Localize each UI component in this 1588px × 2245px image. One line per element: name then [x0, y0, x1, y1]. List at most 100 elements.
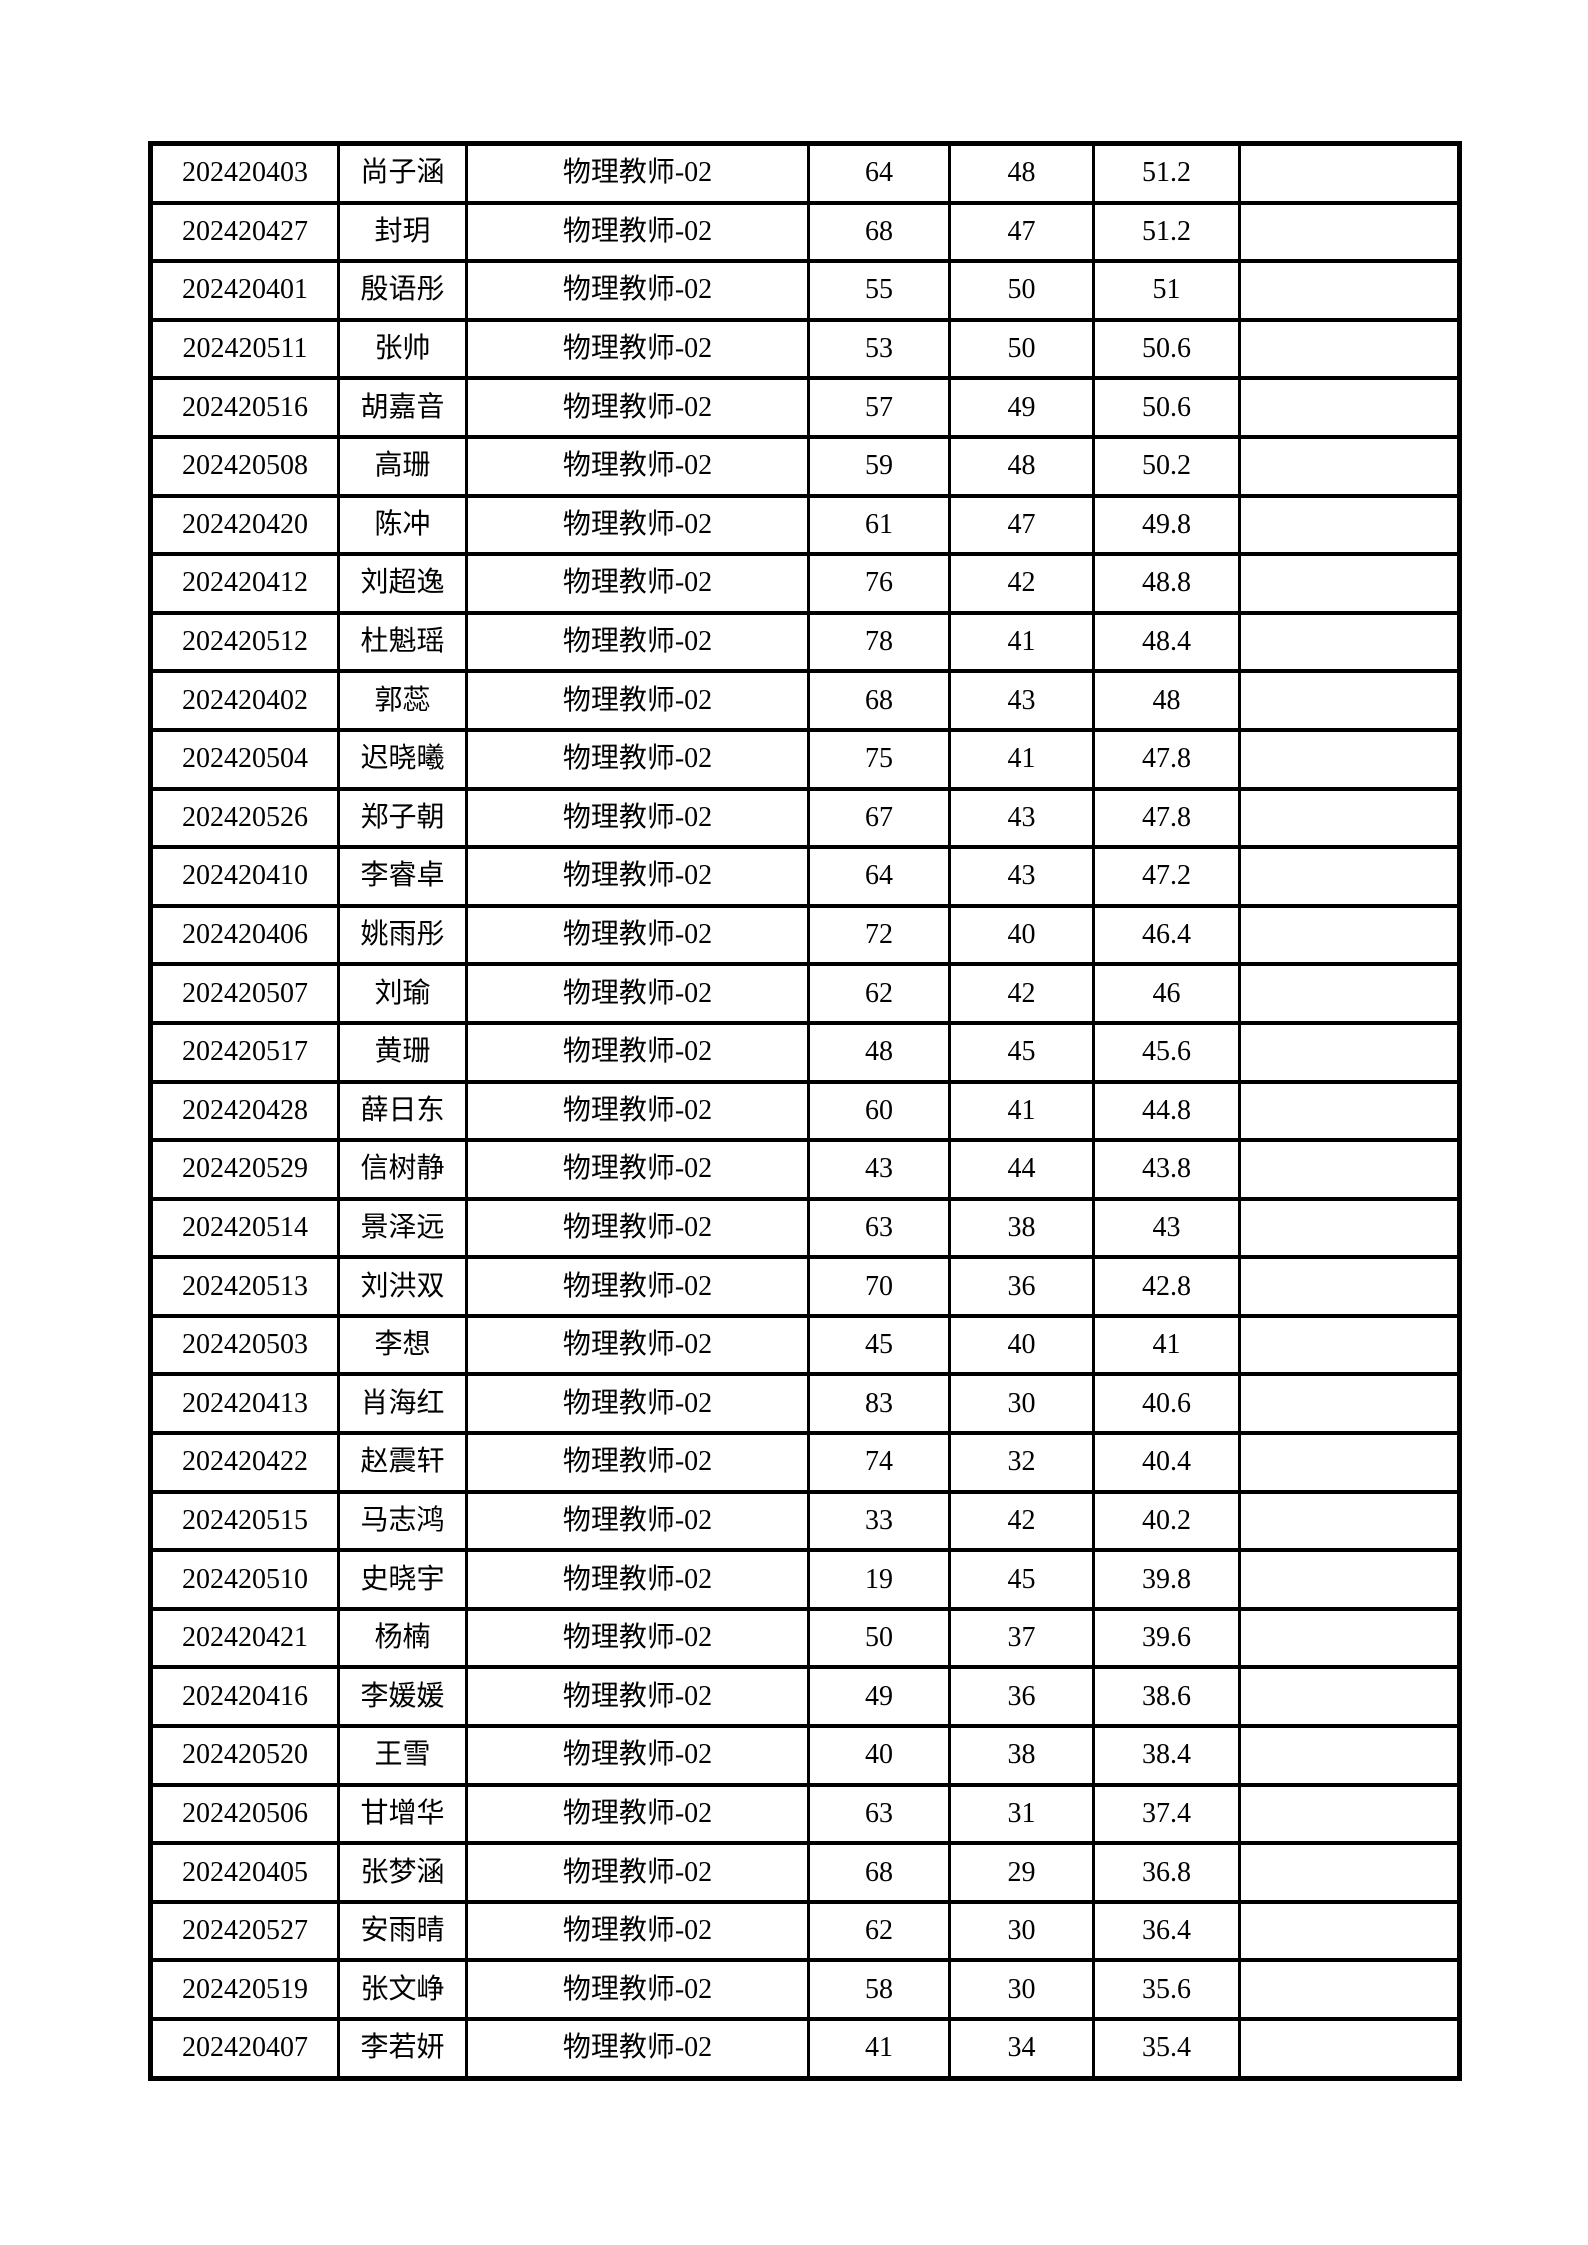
cell-blank	[1238, 610, 1461, 674]
table-row: 202420405 张梦涵 物理教师-02 68 29 36.8	[149, 1841, 1461, 1904]
cell-score1: 75	[807, 727, 951, 791]
cell-score1: 63	[807, 1782, 951, 1846]
cell-score2: 45	[948, 1548, 1095, 1611]
cell-final-score: 43.8	[1092, 1138, 1241, 1201]
cell-score2: 43	[948, 669, 1095, 732]
cell-exam-number: 202420427	[149, 200, 340, 264]
cell-score1: 70	[807, 1255, 951, 1318]
cell-position: 物理教师-02	[465, 962, 810, 1025]
cell-score1: 78	[807, 610, 951, 674]
cell-final-score: 51.2	[1092, 200, 1241, 264]
cell-final-score: 42.8	[1092, 1255, 1241, 1318]
cell-blank	[1238, 1606, 1461, 1670]
cell-score1: 59	[807, 434, 951, 498]
cell-score2: 30	[948, 1899, 1095, 1963]
cell-score1: 49	[807, 1665, 951, 1729]
cell-position: 物理教师-02	[465, 1372, 810, 1436]
cell-final-score: 48.8	[1092, 552, 1241, 615]
cell-score2: 47	[948, 200, 1095, 264]
table-row: 202420511 张帅 物理教师-02 53 50 50.6	[149, 317, 1461, 381]
table-row: 202420519 张文峥 物理教师-02 58 30 35.6	[149, 1958, 1461, 2021]
cell-name: 尚子涵	[337, 141, 468, 205]
cell-blank	[1238, 259, 1461, 322]
table-row: 202420407 李若妍 物理教师-02 41 34 35.4	[149, 2016, 1461, 2081]
cell-position: 物理教师-02	[465, 200, 810, 264]
cell-blank	[1238, 552, 1461, 615]
cell-score2: 48	[948, 141, 1095, 205]
cell-exam-number: 202420403	[149, 141, 340, 205]
cell-exam-number: 202420515	[149, 1489, 340, 1553]
cell-final-score: 47.2	[1092, 845, 1241, 908]
cell-score1: 76	[807, 552, 951, 615]
cell-blank	[1238, 669, 1461, 732]
cell-blank	[1238, 727, 1461, 791]
cell-score2: 30	[948, 1958, 1095, 2021]
cell-score1: 57	[807, 376, 951, 439]
cell-name: 李若妍	[337, 2016, 468, 2081]
cell-exam-number: 202420512	[149, 610, 340, 674]
cell-score1: 48	[807, 1020, 951, 1084]
cell-score1: 62	[807, 1899, 951, 1963]
cell-final-score: 50.6	[1092, 376, 1241, 439]
cell-position: 物理教师-02	[465, 259, 810, 322]
cell-name: 马志鸿	[337, 1489, 468, 1553]
cell-score2: 48	[948, 434, 1095, 498]
cell-name: 郑子朝	[337, 786, 468, 850]
cell-position: 物理教师-02	[465, 141, 810, 205]
cell-final-score: 39.6	[1092, 1606, 1241, 1670]
cell-score2: 36	[948, 1255, 1095, 1318]
cell-position: 物理教师-02	[465, 1841, 810, 1904]
cell-name: 杨楠	[337, 1606, 468, 1670]
table-row: 202420510 史晓宇 物理教师-02 19 45 39.8	[149, 1548, 1461, 1611]
cell-score2: 44	[948, 1138, 1095, 1201]
cell-score2: 43	[948, 786, 1095, 850]
cell-blank	[1238, 1255, 1461, 1318]
cell-blank	[1238, 317, 1461, 381]
cell-score1: 50	[807, 1606, 951, 1670]
cell-name: 刘瑜	[337, 962, 468, 1025]
cell-position: 物理教师-02	[465, 1079, 810, 1143]
cell-blank	[1238, 434, 1461, 498]
cell-blank	[1238, 1372, 1461, 1436]
cell-final-score: 46	[1092, 962, 1241, 1025]
table-row: 202420520 王雪 物理教师-02 40 38 38.4	[149, 1724, 1461, 1787]
cell-blank	[1238, 1138, 1461, 1201]
cell-position: 物理教师-02	[465, 376, 810, 439]
cell-score1: 63	[807, 1196, 951, 1260]
cell-name: 黄珊	[337, 1020, 468, 1084]
cell-position: 物理教师-02	[465, 1665, 810, 1729]
cell-final-score: 38.6	[1092, 1665, 1241, 1729]
cell-blank	[1238, 1313, 1461, 1377]
cell-position: 物理教师-02	[465, 727, 810, 791]
cell-blank	[1238, 141, 1461, 205]
cell-blank	[1238, 1431, 1461, 1494]
cell-position: 物理教师-02	[465, 903, 810, 967]
cell-exam-number: 202420513	[149, 1255, 340, 1318]
cell-position: 物理教师-02	[465, 1489, 810, 1553]
cell-name: 封玥	[337, 200, 468, 264]
cell-exam-number: 202420516	[149, 376, 340, 439]
table-row: 202420515 马志鸿 物理教师-02 33 42 40.2	[149, 1489, 1461, 1553]
cell-blank	[1238, 903, 1461, 967]
table-row: 202420402 郭蕊 物理教师-02 68 43 48	[149, 669, 1461, 732]
cell-name: 信树静	[337, 1138, 468, 1201]
cell-exam-number: 202420402	[149, 669, 340, 732]
cell-score1: 83	[807, 1372, 951, 1436]
cell-score1: 74	[807, 1431, 951, 1494]
cell-score2: 41	[948, 610, 1095, 674]
table-row: 202420416 李媛媛 物理教师-02 49 36 38.6	[149, 1665, 1461, 1729]
cell-name: 李睿卓	[337, 845, 468, 908]
cell-score1: 55	[807, 259, 951, 322]
cell-blank	[1238, 1079, 1461, 1143]
table-row: 202420412 刘超逸 物理教师-02 76 42 48.8	[149, 552, 1461, 615]
cell-score1: 40	[807, 1724, 951, 1787]
cell-exam-number: 202420520	[149, 1724, 340, 1787]
table-row: 202420401 殷语彤 物理教师-02 55 50 51	[149, 259, 1461, 322]
cell-blank	[1238, 1782, 1461, 1846]
cell-score2: 42	[948, 962, 1095, 1025]
cell-name: 肖海红	[337, 1372, 468, 1436]
cell-score1: 68	[807, 200, 951, 264]
cell-position: 物理教师-02	[465, 1724, 810, 1787]
cell-score1: 33	[807, 1489, 951, 1553]
cell-exam-number: 202420508	[149, 434, 340, 498]
